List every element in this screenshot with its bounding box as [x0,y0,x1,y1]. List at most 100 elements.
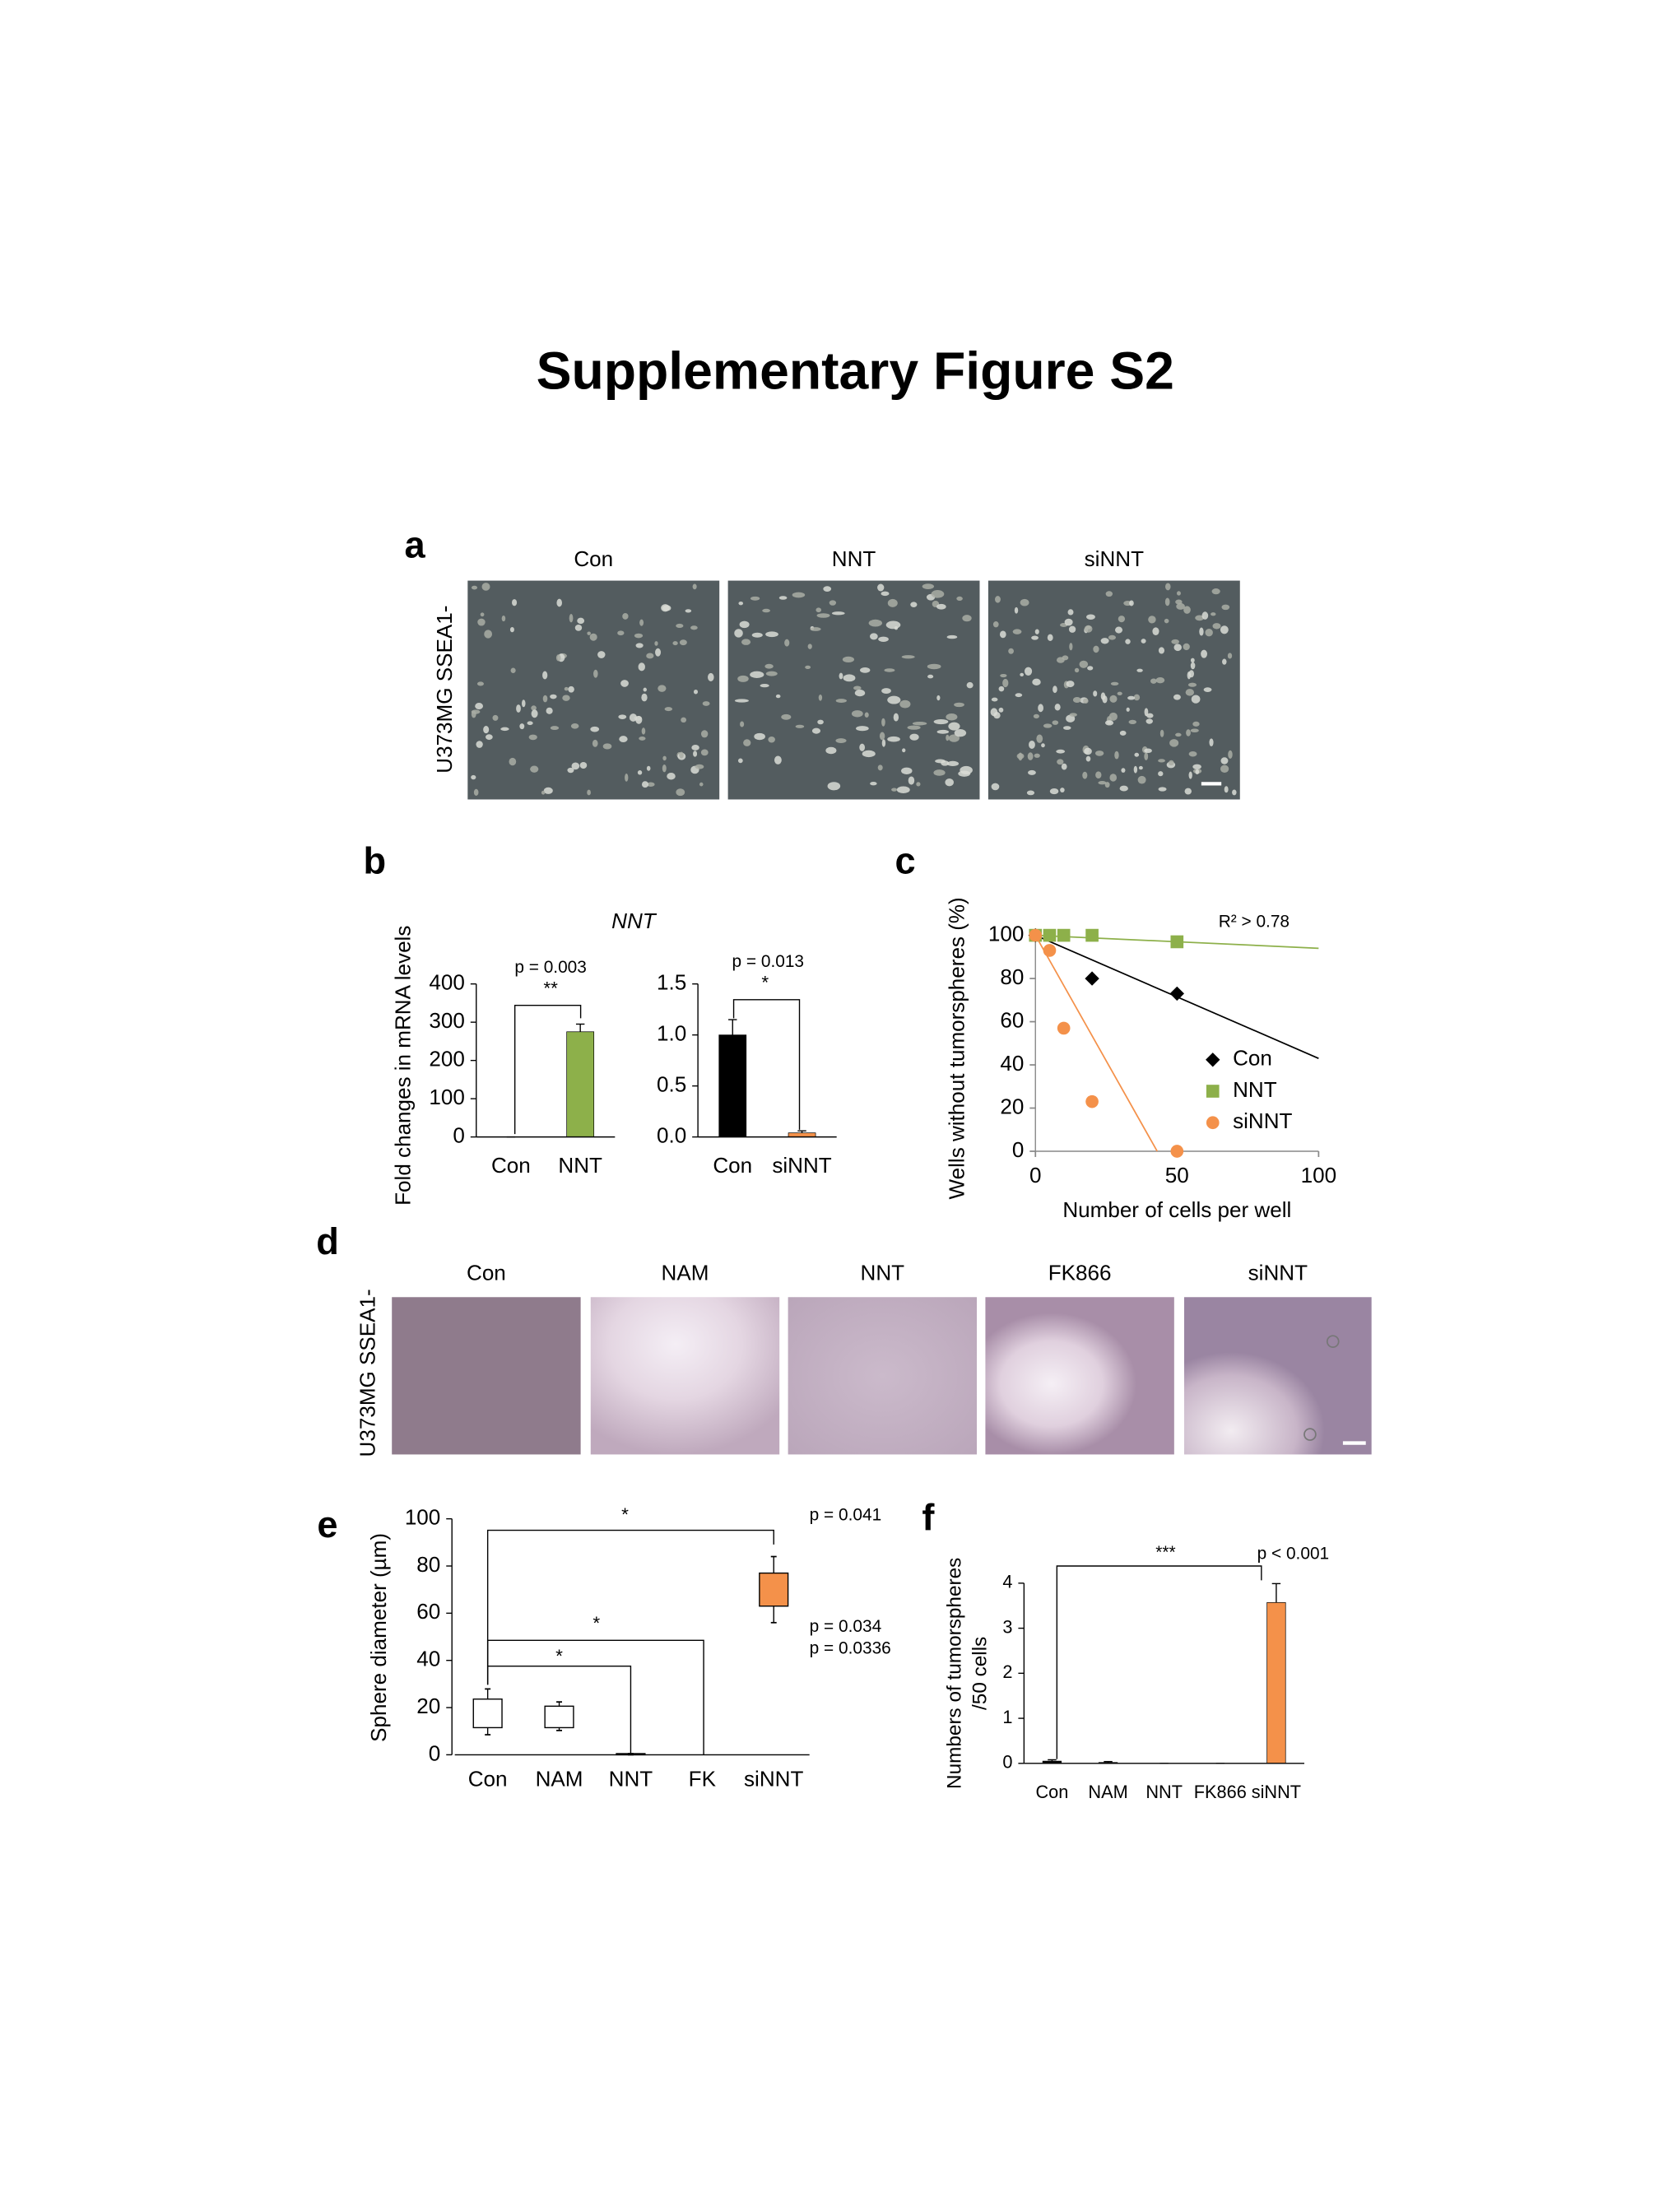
cell [795,724,805,728]
point [1085,971,1099,986]
cell [868,619,883,627]
cell [510,667,516,673]
annotation: ** [543,978,558,999]
cell [1185,689,1195,696]
cell [1212,623,1221,630]
cell [693,689,699,695]
cell [1187,682,1197,687]
cell [1062,726,1071,730]
cell [1165,583,1171,591]
cell [1015,693,1023,698]
cell [1158,759,1165,763]
cell [471,709,481,714]
cell [1108,712,1118,721]
cell [1114,750,1119,760]
legend-label: Con [1233,1046,1272,1071]
cell [825,746,837,755]
cell [1203,687,1212,692]
cell [1152,627,1159,636]
column-label: NAM [662,1260,709,1285]
cell [1052,720,1059,725]
cell [662,605,672,611]
cell [1084,747,1092,755]
cell [958,770,971,777]
cell [541,790,546,795]
cell [1094,750,1104,756]
cell [1176,602,1185,610]
cell [1118,616,1126,623]
cell [1121,768,1126,773]
cell [823,586,832,592]
cell [1057,759,1064,765]
y-axis-label: /50 cells [969,1637,992,1710]
column-label: NNT [861,1260,905,1285]
cell [1159,729,1164,737]
cell [1186,729,1191,737]
x-tick-label: siNNT [772,1153,831,1178]
cell [738,601,744,606]
cell [562,695,570,701]
annotation: * [621,1504,629,1525]
point [1057,1021,1071,1035]
point [1043,928,1057,942]
cell [1158,787,1167,792]
y-tick-label: 0 [453,1123,465,1148]
cell [1137,775,1146,784]
cell [933,718,949,725]
cell [765,631,778,638]
cell [542,695,548,703]
cell [521,699,526,708]
cell [891,788,898,792]
cell [881,718,885,727]
y-tick-label: 100 [405,1505,440,1530]
cell [1100,692,1106,700]
cell [690,625,698,630]
y-tick-label: 100 [988,921,1024,946]
cell [1079,660,1089,668]
cell [618,714,627,719]
x-tick-label: 0 [1029,1163,1042,1187]
x-tick-label: FK866 [1194,1782,1247,1802]
cell [954,702,964,708]
cell [641,693,648,702]
cell [807,644,812,649]
cell [1169,760,1174,766]
cell [870,782,877,786]
cell [695,764,704,769]
column-label: Con [467,1260,506,1285]
cell [853,685,862,690]
cell [602,743,612,750]
y-tick-label: 4 [1002,1572,1012,1592]
cell [1109,774,1118,782]
y-tick-label: 60 [1000,1007,1024,1032]
cell [778,596,788,600]
cell [754,732,765,741]
cell [617,630,625,636]
cell [509,757,517,766]
cell [870,633,878,640]
annotation: * [592,1613,600,1633]
cell [1056,749,1066,754]
cell [471,774,476,780]
cell [760,683,769,688]
cell [946,713,958,721]
cell [1012,629,1022,634]
cell [1201,649,1207,658]
cell [998,707,1004,713]
cell [887,598,898,607]
panel-label: c [895,840,916,882]
cell [1074,667,1080,673]
cell [676,623,684,629]
cell [1155,676,1165,684]
panel-label: d [316,1220,339,1262]
cell [859,743,866,751]
point [1170,1145,1184,1158]
cell [641,781,648,788]
cell [1144,708,1149,717]
column-label: NNT [832,546,876,571]
cell [1036,734,1043,743]
cell [1164,597,1170,606]
cell [835,699,847,703]
bar [718,1034,747,1137]
